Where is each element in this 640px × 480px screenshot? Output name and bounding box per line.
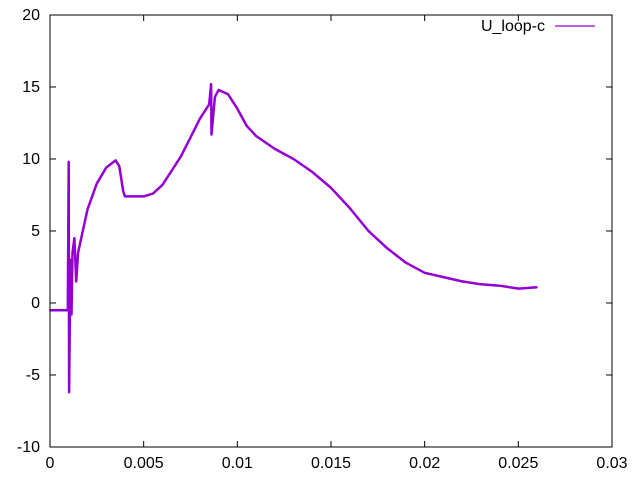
y-tick-label: 20 [22, 7, 40, 24]
data-point [105, 166, 107, 169]
x-tick-label: 0.03 [596, 455, 627, 472]
data-point [96, 182, 98, 185]
y-tick-label: 15 [22, 79, 40, 96]
data-point [386, 247, 389, 250]
data-point [442, 276, 445, 278]
data-point [67, 161, 70, 163]
series-line [50, 82, 538, 394]
data-point [214, 96, 216, 98]
data-point [66, 309, 69, 312]
data-point [161, 184, 164, 186]
data-point [68, 391, 70, 394]
data-point [255, 135, 257, 137]
x-tick-label: 0.02 [409, 455, 440, 472]
data-point [86, 208, 89, 211]
data-point [152, 192, 154, 195]
data-point [124, 195, 126, 198]
x-tick-label: 0.01 [222, 455, 253, 472]
data-point [274, 148, 276, 150]
data-point [311, 171, 314, 173]
data-point [69, 259, 72, 261]
data-point [480, 283, 482, 286]
y-tick-label: 5 [31, 223, 40, 240]
data-point [227, 93, 229, 95]
data-point [189, 136, 192, 139]
data-point [292, 158, 295, 160]
data-point [236, 107, 239, 110]
y-tick-label: -5 [26, 367, 40, 384]
data-point [210, 83, 212, 85]
data-point [461, 280, 463, 283]
plot-border [49, 14, 613, 448]
data-point [75, 280, 78, 283]
data-point [70, 313, 73, 316]
data-point [245, 125, 248, 127]
data-point [118, 165, 121, 167]
data-point [68, 331, 71, 333]
data-point [199, 117, 201, 120]
data-point [517, 287, 520, 290]
data-point [405, 261, 407, 264]
data-point [330, 187, 332, 189]
data-point [217, 89, 220, 91]
data-point [71, 251, 74, 254]
data-point [122, 189, 124, 192]
data-point [498, 284, 501, 287]
data-point [73, 237, 76, 239]
data-point [180, 155, 182, 157]
data-point [210, 133, 213, 136]
data-point [170, 169, 173, 172]
data-point [142, 195, 145, 198]
legend-label: U_loop-c [481, 18, 545, 35]
data-point [348, 207, 351, 209]
data-point [114, 159, 117, 162]
data-point [58, 309, 61, 312]
data-point [367, 230, 370, 232]
x-tick-label: 0 [46, 455, 55, 472]
data-point [77, 251, 79, 254]
data-point [208, 103, 211, 106]
y-tick-label: 10 [22, 151, 40, 168]
data-point [536, 286, 538, 288]
data-point [423, 271, 426, 274]
y-tick-label: -10 [17, 439, 40, 456]
y-tick-label: 0 [31, 295, 40, 312]
data-point [133, 195, 136, 198]
x-tick-label: 0.005 [124, 455, 164, 472]
x-tick-label: 0.015 [311, 455, 351, 472]
x-tick-label: 0.025 [498, 455, 538, 472]
